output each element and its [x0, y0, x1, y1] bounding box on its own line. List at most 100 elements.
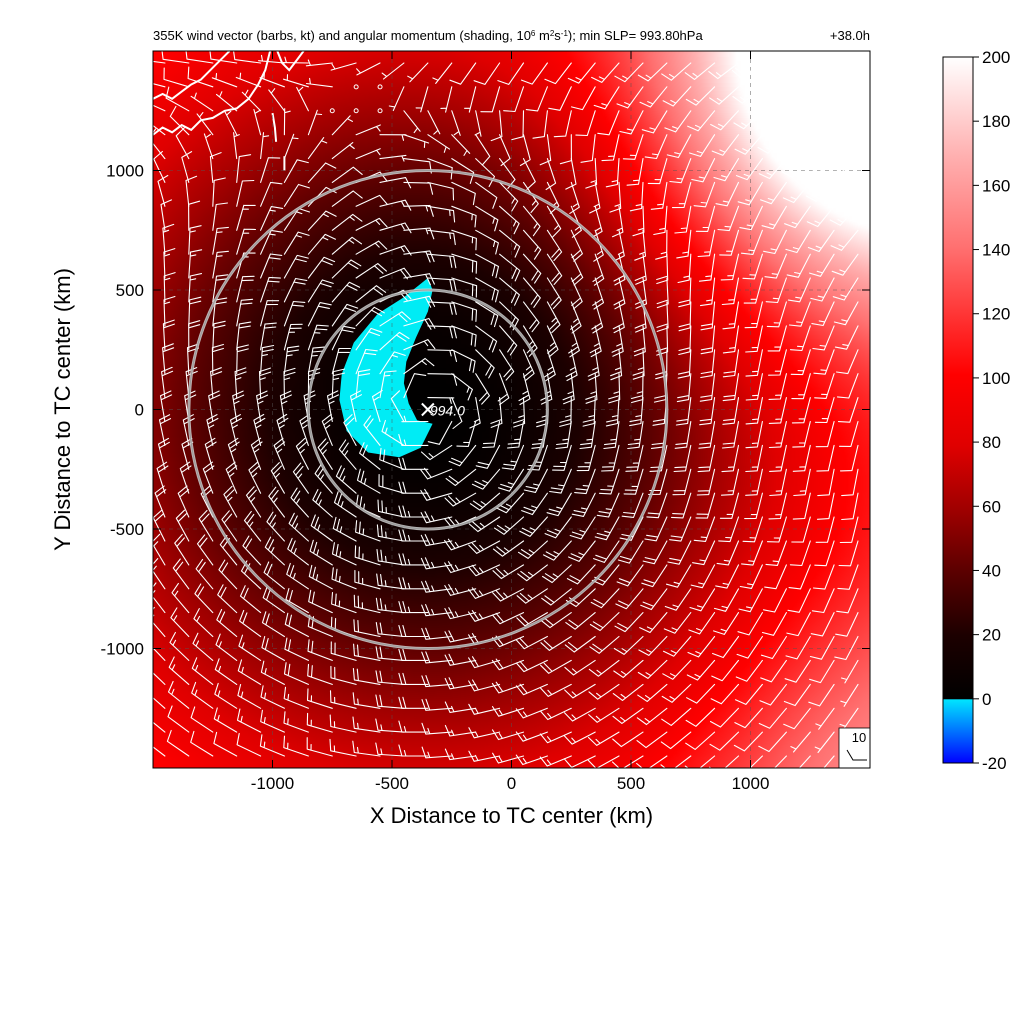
wind-barb [260, 253, 283, 279]
wind-barb [589, 612, 620, 632]
wind-barb [546, 301, 561, 334]
wind-barb [212, 274, 229, 303]
wind-barb [497, 373, 510, 406]
wind-barb [768, 397, 787, 424]
wind-barb [684, 62, 716, 80]
wind-barb [403, 227, 435, 240]
wind-barb [287, 537, 309, 566]
wind-barb [475, 181, 498, 209]
wind-barb [626, 158, 644, 186]
wind-barb [284, 612, 309, 638]
wind-barb [236, 708, 262, 733]
wind-barb [306, 737, 333, 757]
y-tick-label: -500 [110, 520, 144, 539]
wind-barb [403, 110, 421, 134]
wind-barb [233, 132, 240, 160]
wind-barb [832, 277, 859, 301]
wind-barb [541, 564, 572, 584]
wind-barb [260, 229, 283, 255]
wind-barb [174, 533, 190, 566]
wind-barb [739, 564, 763, 589]
wind-barb [475, 301, 499, 328]
wind-barb [611, 205, 624, 238]
wind-barb [745, 468, 763, 496]
wind-barb [678, 301, 692, 332]
wind-barb [789, 540, 811, 567]
wind-barb [522, 277, 541, 308]
wind-barb [815, 516, 835, 543]
wind-barb [307, 233, 337, 255]
wind-barb [451, 325, 477, 347]
wind-barb [521, 492, 548, 516]
wind-barb [482, 420, 501, 449]
wind-barb [193, 608, 214, 638]
wind-barb [153, 721, 166, 733]
wind-barb [331, 166, 363, 183]
wind-barb [570, 277, 583, 310]
wind-barb [283, 686, 309, 709]
wind-barb [764, 253, 787, 279]
wind-barb [662, 635, 692, 657]
wind-barb [283, 254, 309, 279]
wind-barb [379, 134, 407, 141]
wind-barb [499, 253, 521, 282]
plot-area: 994.0 10 [153, 51, 870, 768]
wind-barb [621, 492, 644, 518]
wind-barb [379, 222, 412, 234]
wind-barb [330, 665, 357, 685]
wind-barb [375, 742, 405, 757]
wind-barb [708, 62, 740, 80]
wind-barb [768, 492, 787, 520]
wind-barb [355, 148, 381, 160]
wind-barb [492, 540, 525, 557]
wind-barb [308, 564, 333, 590]
wind-barb [171, 582, 190, 614]
wind-barb [491, 658, 525, 671]
wind-barb [663, 612, 692, 634]
wind-barb [717, 205, 740, 232]
wind-barb [823, 755, 835, 768]
wind-barb [449, 62, 477, 85]
wind-barb [619, 110, 644, 135]
wind-barb [213, 731, 238, 757]
wind-barb [451, 181, 476, 206]
wind-barb [712, 612, 740, 635]
wind-barb [172, 558, 190, 590]
wind-barb [632, 349, 645, 380]
wind-barb [589, 325, 602, 358]
wind-barb [722, 349, 740, 378]
wind-barb [762, 588, 787, 613]
wind-barb [245, 486, 262, 518]
wind-barb [672, 468, 692, 496]
wind-barb [684, 755, 716, 768]
wind-barb [515, 731, 548, 742]
wind-barb [544, 62, 572, 85]
wind-barb [236, 275, 255, 303]
wind-barb [662, 659, 692, 680]
wind-barb [816, 492, 835, 520]
wind-barb [241, 89, 262, 112]
wind-barb [283, 711, 309, 733]
wind-barb [515, 754, 548, 766]
wind-barb [734, 134, 763, 155]
wind-barb [568, 540, 596, 562]
wind-barb [589, 635, 620, 654]
wind-barb [637, 62, 668, 82]
wind-barb [468, 516, 501, 533]
wind-barb [541, 588, 572, 606]
wind-barb [592, 277, 605, 310]
wind-barb [522, 253, 542, 284]
wind-barb [467, 587, 501, 599]
wind-barb [281, 56, 309, 64]
wind-barb [532, 110, 548, 139]
wind-barb [783, 707, 811, 730]
wind-barb [670, 492, 692, 519]
wind-barb [451, 253, 478, 274]
wind-barb [780, 134, 811, 153]
wind-barb [634, 253, 647, 285]
wind-barb [780, 110, 811, 128]
wind-barb [490, 397, 503, 428]
wind-barb [689, 134, 716, 157]
wind-barb [427, 253, 457, 269]
